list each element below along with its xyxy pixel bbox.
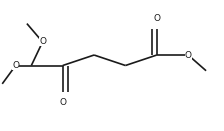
Text: O: O bbox=[59, 98, 66, 107]
Text: O: O bbox=[153, 14, 160, 23]
Text: O: O bbox=[12, 61, 19, 70]
Text: O: O bbox=[185, 51, 192, 59]
Text: O: O bbox=[39, 37, 46, 46]
